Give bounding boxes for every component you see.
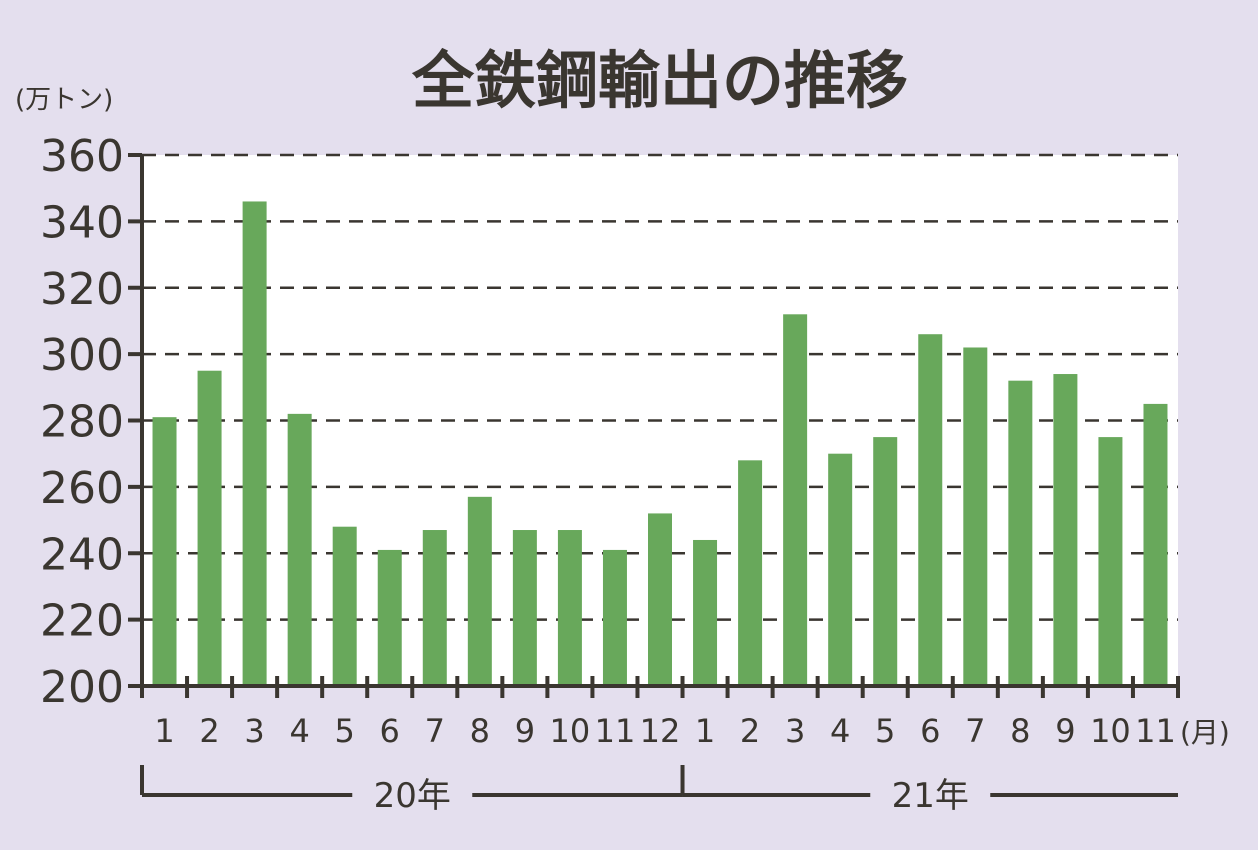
bar [873,437,898,686]
y-tick-label: 240 [40,529,124,580]
y-tick-label: 320 [40,264,124,315]
y-tick-label: 220 [40,596,124,647]
x-tick-label: 12 [640,712,681,750]
x-tick-label: 11 [595,712,636,750]
y-tick-label: 300 [40,330,124,381]
bar [1008,380,1033,686]
y-tick-label: 340 [40,197,124,248]
bar [512,530,537,686]
bar [557,530,582,686]
x-tick-label: 10 [1090,712,1131,750]
bar [197,370,222,686]
bar [918,334,943,686]
x-tick-label: 9 [515,712,535,750]
x-tick-label: 2 [740,712,760,750]
bar [828,453,853,686]
x-tick-label: 2 [199,712,219,750]
x-axis-unit: (月) [1180,716,1230,749]
x-tick-label: 1 [695,712,715,750]
y-tick-label: 200 [40,662,124,713]
bar [602,549,627,686]
bar [1143,403,1168,686]
x-tick-label: 8 [1010,712,1030,750]
bar [467,496,492,686]
x-tick-label: 3 [785,712,805,750]
x-tick-label: 6 [920,712,940,750]
bar [1098,437,1123,686]
x-tick-label: 8 [470,712,490,750]
chart-title: 全鉄鋼輸出の推移 [411,44,908,117]
x-tick-label: 4 [289,712,309,750]
x-tick-label: 7 [965,712,985,750]
x-tick-label: 11 [1135,712,1176,750]
x-tick-label: 5 [875,712,895,750]
x-tick-label: 1 [154,712,174,750]
bar [287,413,312,686]
year-label: 21年 [892,776,969,816]
bar [1053,374,1078,686]
bar [422,530,447,686]
bar [783,314,808,686]
y-axis-unit: (万トン) [15,85,113,115]
bar [693,539,718,686]
bar [152,417,177,686]
x-tick-label: 6 [380,712,400,750]
x-tick-label: 3 [244,712,264,750]
y-tick-label: 280 [40,397,124,448]
x-tick-label: 9 [1055,712,1075,750]
x-tick-label: 4 [830,712,850,750]
y-tick-label: 260 [40,463,124,514]
x-tick-label: 10 [550,712,591,750]
bar [332,526,357,686]
bar [377,549,402,686]
y-tick-label: 360 [40,131,124,182]
x-tick-label: 5 [335,712,355,750]
bar [648,513,672,686]
year-label: 20年 [374,776,451,816]
bar [963,347,988,686]
bar [242,201,267,686]
bar [738,460,763,686]
x-tick-label: 7 [425,712,445,750]
